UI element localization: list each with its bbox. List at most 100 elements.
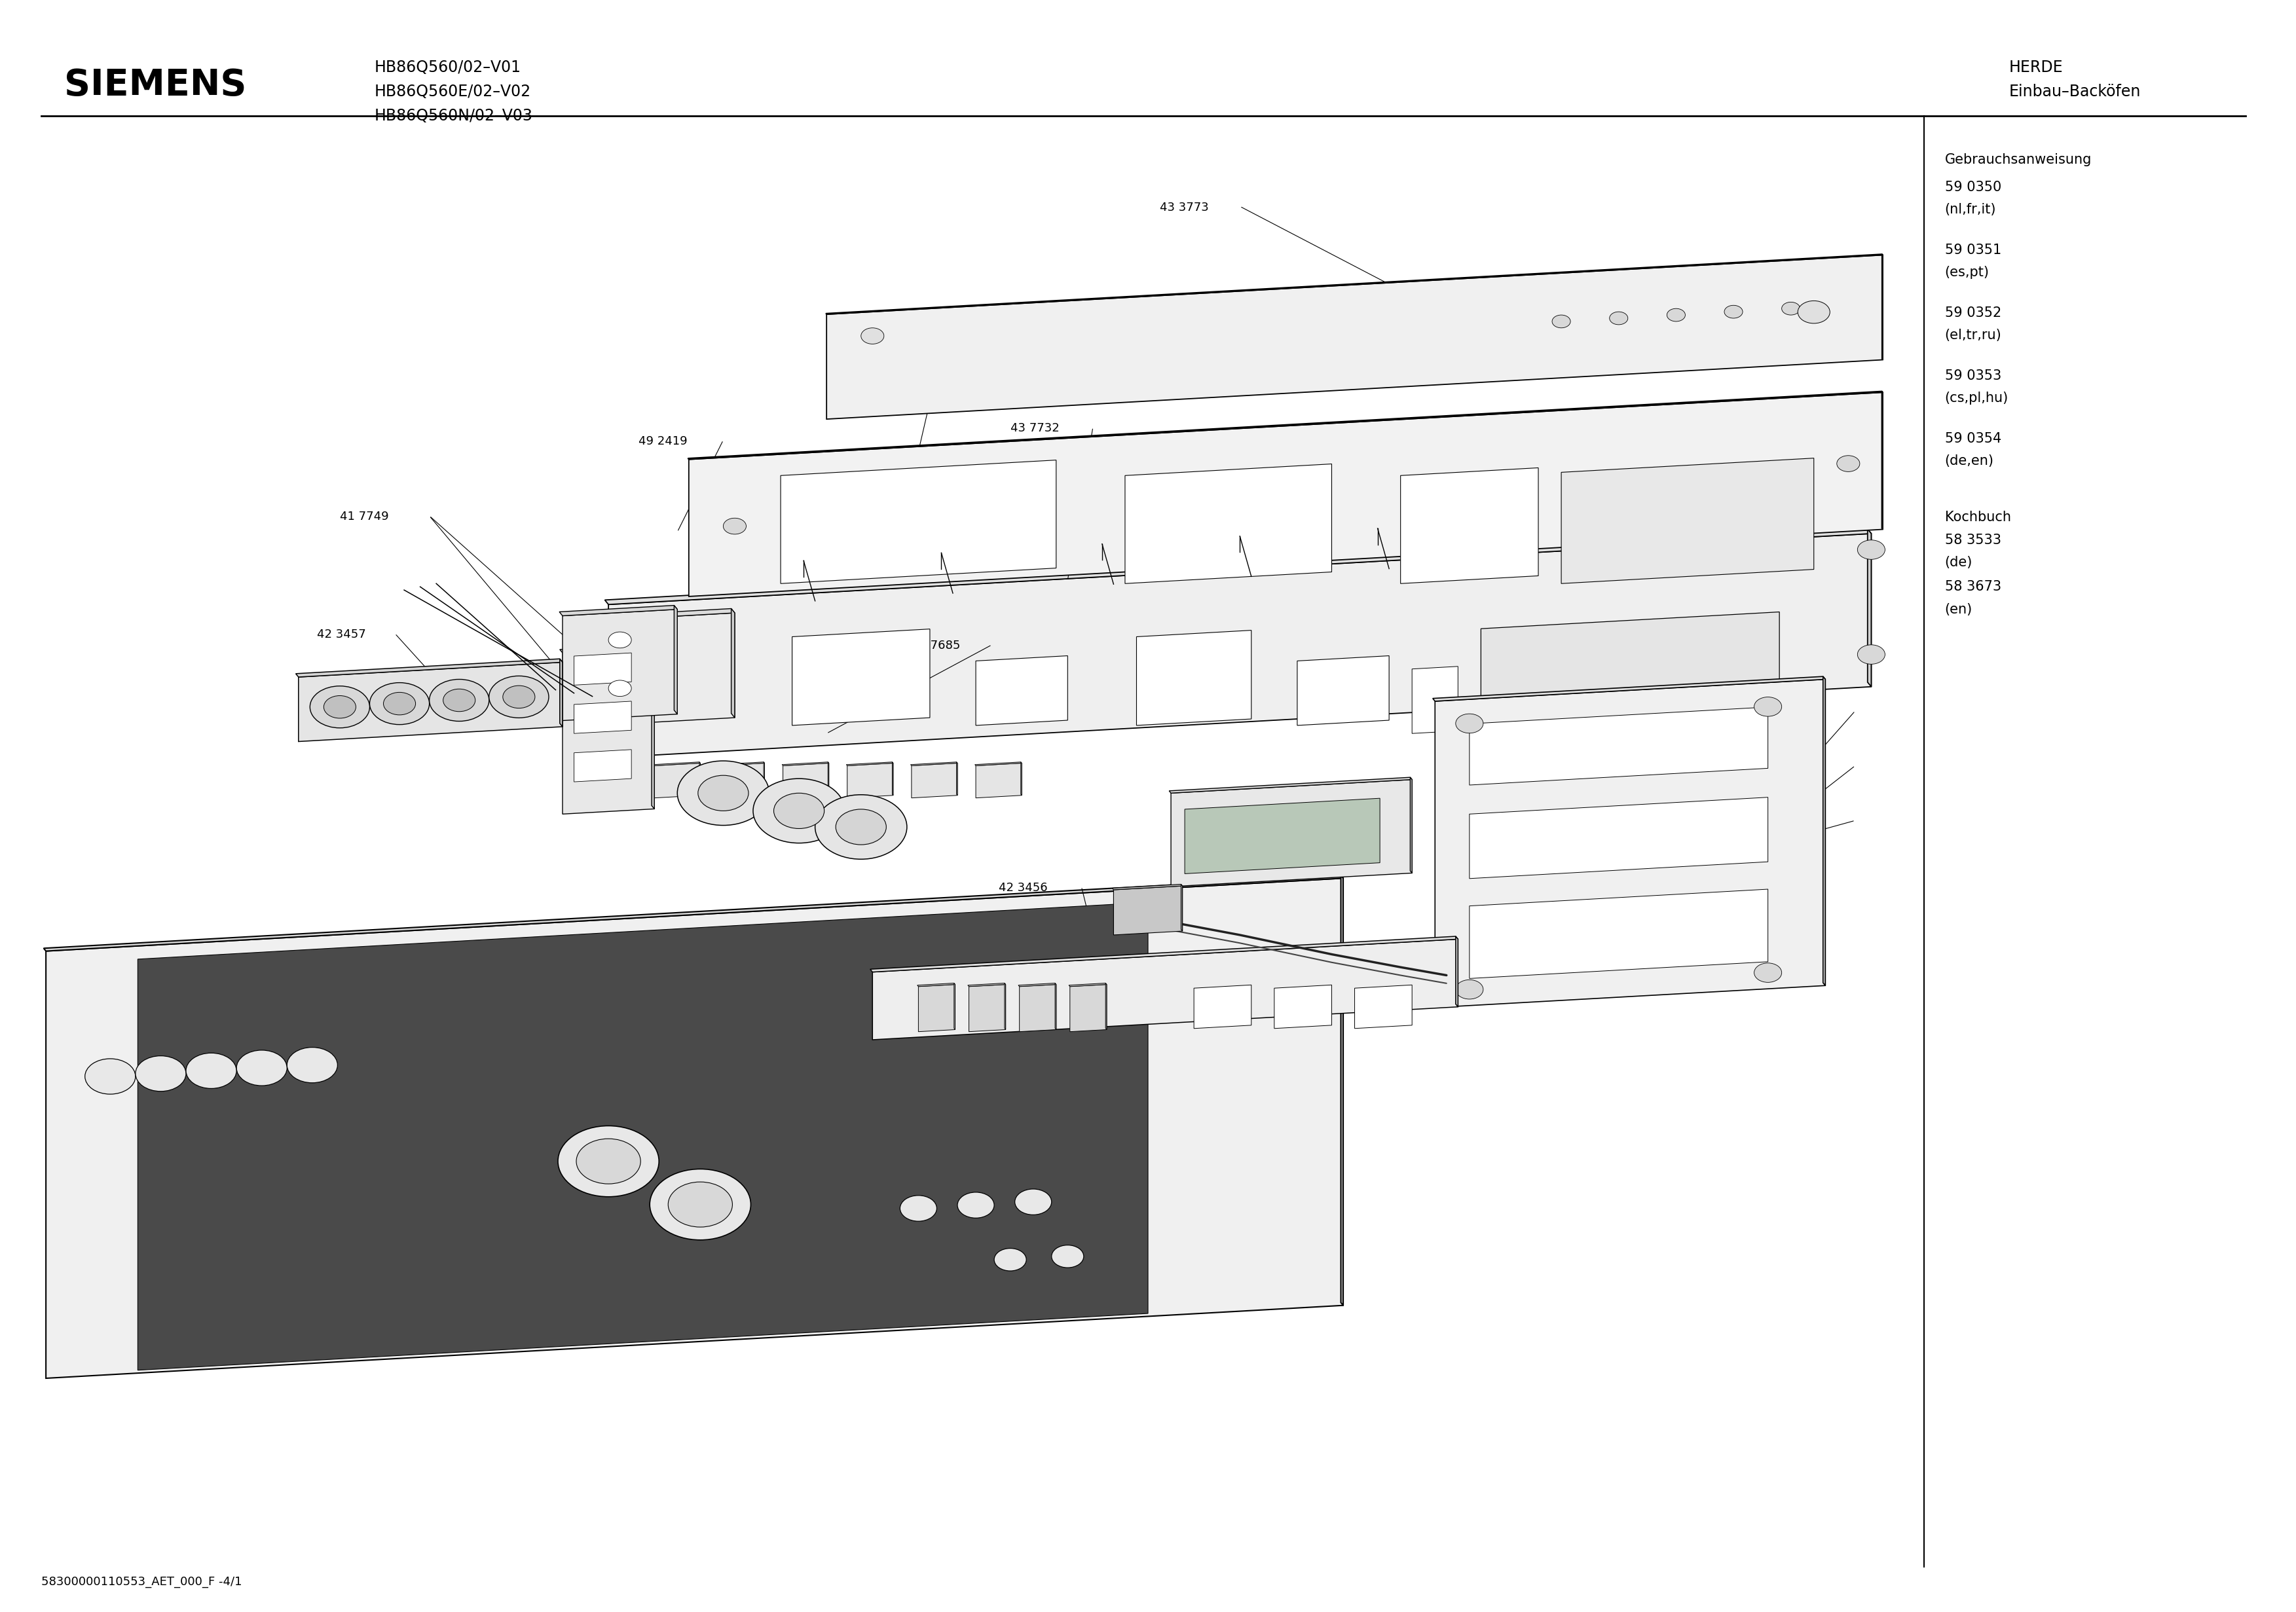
Polygon shape [969,983,1006,987]
Polygon shape [44,875,1343,951]
Polygon shape [969,985,1006,1032]
Polygon shape [783,762,829,766]
Circle shape [1837,456,1860,472]
Polygon shape [918,985,955,1032]
Polygon shape [689,392,1883,459]
Text: 41 7749: 41 7749 [340,511,388,522]
Polygon shape [719,762,765,798]
Circle shape [135,1056,186,1091]
Circle shape [1609,311,1628,324]
Polygon shape [1433,677,1825,701]
Text: 43 7787: 43 7787 [987,977,1035,988]
Circle shape [1857,645,1885,664]
Circle shape [85,1059,135,1095]
Circle shape [608,680,631,696]
Polygon shape [138,903,1148,1370]
Text: 41 7685: 41 7685 [912,640,960,651]
Text: (cs,pl,hu): (cs,pl,hu) [1945,392,2009,405]
Polygon shape [1114,887,1182,935]
Polygon shape [918,983,955,987]
Circle shape [1798,301,1830,324]
Polygon shape [1435,679,1825,1008]
Polygon shape [730,609,735,717]
Circle shape [503,685,535,708]
Text: HB86Q560E/02–V02: HB86Q560E/02–V02 [374,84,530,100]
Text: 43 3773: 43 3773 [1159,202,1208,213]
Polygon shape [652,645,654,809]
Polygon shape [675,606,677,714]
Polygon shape [560,606,677,616]
Text: 58 3533: 58 3533 [1945,534,2002,546]
Text: HB86Q560N/02–V03: HB86Q560N/02–V03 [374,108,533,124]
Polygon shape [1481,613,1779,733]
Polygon shape [689,392,1883,596]
Text: 42 3456: 42 3456 [999,882,1047,893]
Polygon shape [46,879,1343,1378]
Polygon shape [1469,708,1768,785]
Circle shape [723,517,746,534]
Polygon shape [1019,985,1056,1032]
Polygon shape [783,762,829,798]
Polygon shape [1125,464,1332,584]
Polygon shape [608,534,1871,758]
Polygon shape [1823,677,1825,985]
Text: (de,en): (de,en) [1945,455,1993,467]
Polygon shape [1297,656,1389,725]
Circle shape [429,679,489,721]
Polygon shape [1171,780,1412,887]
Polygon shape [1070,983,1107,987]
Polygon shape [1019,983,1056,987]
Polygon shape [870,937,1458,972]
Text: 43 7750: 43 7750 [1773,706,1821,717]
Circle shape [1754,962,1782,982]
Circle shape [558,1125,659,1196]
Polygon shape [296,659,563,677]
Text: V03: V03 [1773,838,1795,850]
Text: 43 7732: 43 7732 [1010,422,1058,434]
Polygon shape [1412,666,1458,733]
Circle shape [677,761,769,825]
Circle shape [1456,980,1483,999]
Polygon shape [1274,985,1332,1028]
Polygon shape [1469,798,1768,879]
Text: 42 3457: 42 3457 [317,629,365,640]
Polygon shape [597,613,735,725]
Circle shape [1015,1190,1052,1215]
Circle shape [815,795,907,859]
Polygon shape [792,629,930,725]
Text: 58300000110553_AET_000_F -4/1: 58300000110553_AET_000_F -4/1 [41,1577,241,1588]
Polygon shape [781,459,1056,584]
Circle shape [994,1248,1026,1270]
Polygon shape [1137,630,1251,725]
Text: 43 7799: 43 7799 [1773,816,1821,827]
Circle shape [1052,1244,1084,1267]
Circle shape [1857,540,1885,559]
Circle shape [370,682,429,724]
Text: (nl,fr,it): (nl,fr,it) [1945,203,1995,216]
Circle shape [1782,301,1800,314]
Polygon shape [1185,798,1380,874]
Text: SIEMENS: SIEMENS [64,68,246,103]
Polygon shape [1401,467,1538,584]
Text: (el,tr,ru): (el,tr,ru) [1945,329,2002,342]
Circle shape [753,779,845,843]
Polygon shape [719,762,765,766]
Text: 59 0353: 59 0353 [1945,369,2002,382]
Polygon shape [1561,458,1814,584]
Polygon shape [827,255,1883,419]
Polygon shape [827,255,1883,314]
Circle shape [310,687,370,729]
Circle shape [774,793,824,829]
Circle shape [324,696,356,719]
Polygon shape [563,609,677,721]
Text: 58 3673: 58 3673 [1945,580,2002,593]
Text: 43 7833: 43 7833 [1773,761,1821,772]
Circle shape [186,1053,236,1088]
Text: (es,pt): (es,pt) [1945,266,1988,279]
Text: 49 2419: 49 2419 [638,435,687,447]
Polygon shape [976,762,1022,798]
Polygon shape [912,762,957,766]
Text: 59 0354: 59 0354 [1945,432,2002,445]
Polygon shape [654,762,700,798]
Polygon shape [1070,985,1107,1032]
